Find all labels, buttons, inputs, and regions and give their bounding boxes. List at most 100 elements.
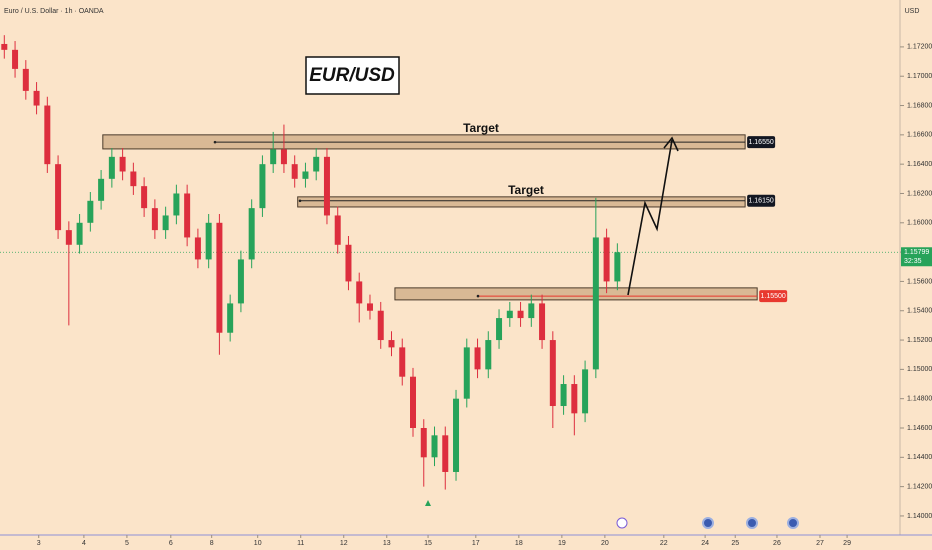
x-tick-label: 11 <box>297 540 304 547</box>
candle-body <box>356 281 363 304</box>
y-tick-label: 1.16600 <box>907 132 932 139</box>
candle-body <box>119 156 126 172</box>
x-tick-label: 19 <box>558 540 566 547</box>
x-tick-label: 27 <box>816 540 824 547</box>
level-anchor <box>213 140 217 144</box>
candle-body <box>280 149 287 165</box>
candle-body <box>528 303 535 319</box>
level-anchor <box>298 199 302 203</box>
y-tick-label: 1.14600 <box>907 425 932 432</box>
price-label-box <box>747 194 776 207</box>
candle-body <box>130 171 137 187</box>
last-price-label: 1.15799 <box>904 249 929 256</box>
candle-body <box>496 318 503 341</box>
candle-body <box>205 222 212 260</box>
y-tick-label: 1.17000 <box>907 73 932 80</box>
candle-body <box>485 340 492 370</box>
candle-body <box>431 435 438 458</box>
zone <box>297 196 746 208</box>
candle-body <box>184 193 191 238</box>
candle-body <box>571 384 578 414</box>
candle-body <box>259 164 266 209</box>
level-anchor <box>476 294 480 298</box>
candle-body <box>420 428 427 458</box>
candle-body <box>506 310 513 319</box>
event-icon[interactable] <box>616 517 628 529</box>
candles <box>1 35 621 490</box>
y-tick-label: 1.14400 <box>907 454 932 461</box>
candle-body <box>474 347 481 370</box>
x-tick-label: 8 <box>210 540 214 547</box>
annotation: Target <box>463 121 499 135</box>
x-tick-label: 25 <box>731 540 739 547</box>
y-tick-label: 1.15600 <box>907 278 932 285</box>
annotation: Target <box>508 183 544 197</box>
candle-body <box>44 105 51 165</box>
candle-body <box>141 186 148 209</box>
candle-body <box>216 222 223 333</box>
candle-body <box>33 90 40 106</box>
x-tick-label: 29 <box>843 540 851 547</box>
candle-body <box>410 376 417 428</box>
candle-body <box>194 237 201 260</box>
event-icon[interactable] <box>787 517 799 529</box>
event-icon[interactable] <box>702 517 714 529</box>
grid <box>0 46 904 538</box>
x-tick-label: 26 <box>773 540 781 547</box>
x-tick-label: 3 <box>37 540 41 547</box>
candle-body <box>291 164 298 179</box>
zones <box>102 134 758 301</box>
event-icon[interactable] <box>746 517 758 529</box>
candle-body <box>76 222 83 245</box>
candle-body <box>366 303 373 311</box>
candle-body <box>345 244 352 282</box>
candle-body <box>442 435 449 472</box>
candle-body <box>582 369 589 414</box>
candle-body <box>302 171 309 179</box>
y-tick-label: 1.16200 <box>907 190 932 197</box>
candle-body <box>560 384 567 407</box>
candle-body <box>377 310 384 341</box>
candle-body <box>323 156 330 216</box>
candle-body <box>270 149 277 165</box>
candle-body <box>65 230 72 245</box>
candle-body <box>549 340 556 407</box>
y-tick-label: 1.14800 <box>907 396 932 403</box>
y-tick-label: 1.15400 <box>907 308 932 315</box>
price-label-box <box>747 136 776 149</box>
x-tick-label: 5 <box>125 540 129 547</box>
y-tick-label: 1.14200 <box>907 483 932 490</box>
candle-body <box>614 252 621 282</box>
candle-body <box>55 164 62 231</box>
candle-body <box>248 208 255 260</box>
x-tick-label: 24 <box>701 540 709 547</box>
symbol-title: Euro / U.S. Dollar · 1h · OANDA <box>4 8 104 15</box>
y-tick-label: 1.16800 <box>907 102 932 109</box>
currency-label: USD <box>905 8 920 15</box>
candle-body <box>399 347 406 377</box>
projection-arrow <box>627 139 673 296</box>
y-tick-label: 1.16400 <box>907 161 932 168</box>
x-tick-label: 12 <box>340 540 348 547</box>
labels: 1.17200 1.17000 1.16800 1.16600 1.16400 1.162… <box>37 44 932 547</box>
arrow-head <box>663 136 679 152</box>
countdown: 32:35 <box>904 258 922 265</box>
zone <box>394 287 758 301</box>
y-tick-label: 1.14000 <box>907 513 932 520</box>
candle-body <box>388 340 395 348</box>
candle-body <box>108 156 115 179</box>
candle-body <box>603 237 610 282</box>
x-tick-label: 18 <box>515 540 523 547</box>
candle-body <box>227 303 234 333</box>
price-label: 1.16550 <box>748 139 773 146</box>
candle-body <box>237 259 244 304</box>
candle-body <box>313 156 320 172</box>
y-tick-label: 1.15000 <box>907 366 932 373</box>
x-tick-label: 17 <box>472 540 480 547</box>
x-tick-label: 20 <box>601 540 609 547</box>
event-marker <box>425 500 431 506</box>
candle-body <box>453 398 460 472</box>
candle-body <box>334 215 341 245</box>
